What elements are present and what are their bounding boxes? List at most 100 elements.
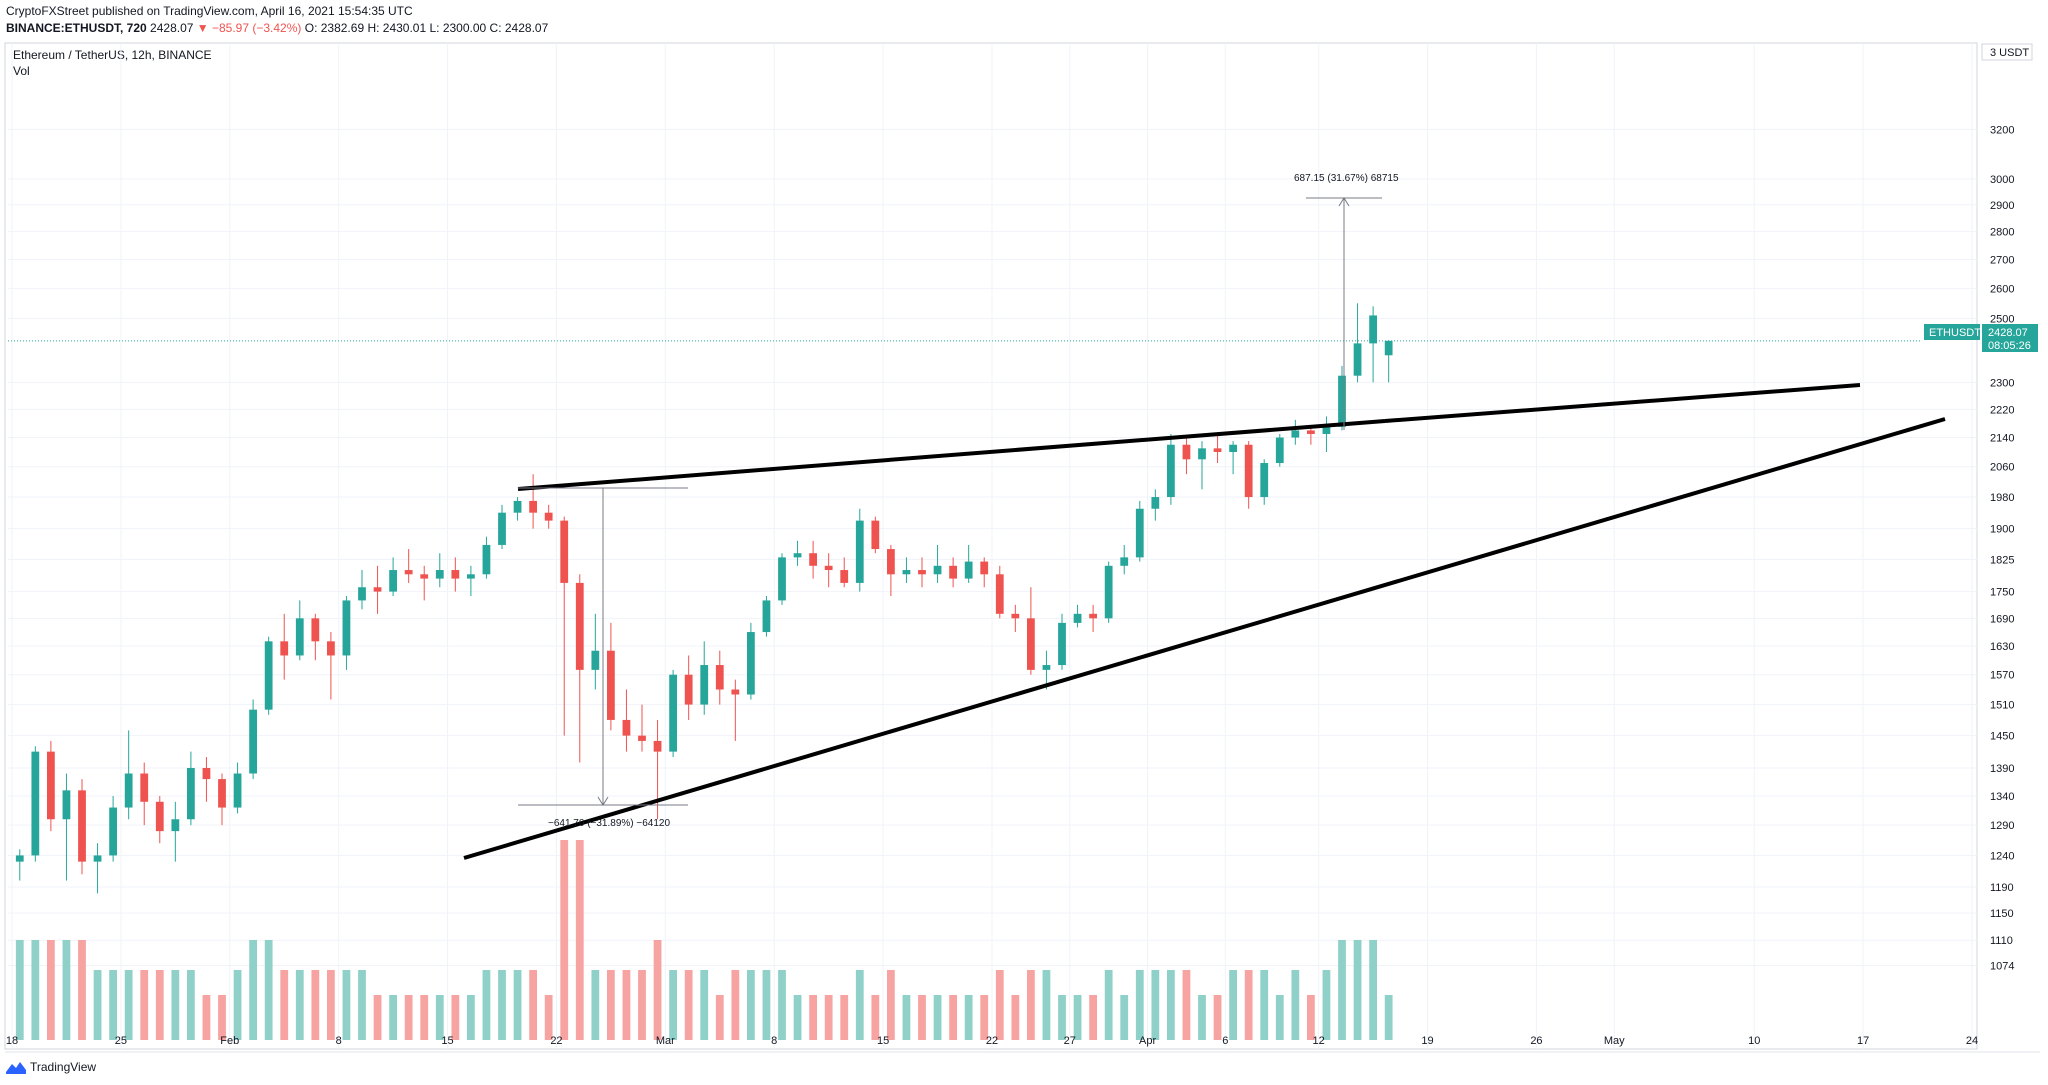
candle-body: [109, 807, 117, 856]
candle-body: [607, 650, 615, 720]
volume-bar: [560, 840, 569, 1040]
price-tick-label: 1074: [1990, 960, 2014, 972]
time-tick-label: Mar: [656, 1035, 675, 1047]
time-tick-label: Apr: [1139, 1035, 1156, 1047]
rise-arrow-head: [1338, 197, 1350, 207]
candle-body: [1058, 622, 1066, 666]
ohlc-label: O: 2382.69 H: 2430.01 L: 2300.00 C: 2428…: [304, 21, 549, 35]
candle-body: [809, 553, 817, 566]
candle-body: [15, 855, 24, 862]
volume-bar: [155, 970, 164, 1040]
volume-bar: [544, 995, 553, 1040]
volume-bar: [202, 995, 211, 1040]
volume-bar: [358, 970, 366, 1040]
volume-bar: [47, 940, 55, 1040]
grid: [8, 43, 1977, 1049]
candle-body: [342, 600, 351, 656]
price-tick-label: 2060: [1990, 462, 2014, 474]
candle-body: [140, 773, 149, 802]
time-tick-label: 17: [1857, 1035, 1869, 1047]
candle-body: [482, 544, 491, 575]
volume-bar: [1058, 995, 1066, 1040]
volume-bar: [653, 940, 662, 1040]
candle-body: [1120, 557, 1129, 566]
volume-bar: [669, 970, 677, 1040]
price-tick-label: 3000: [1990, 174, 2014, 186]
candle-body: [233, 773, 242, 808]
price-tick-label: 2800: [1990, 227, 2014, 239]
upper-trendline: [517, 419, 1386, 491]
candle-body: [1353, 343, 1362, 376]
candle-body: [1089, 613, 1097, 619]
last-price-badge: [1982, 324, 2038, 352]
candle-body: [980, 561, 989, 575]
price-tick-label: 1510: [1990, 700, 2014, 712]
chart-title-block: Ethereum / TetherUS, 12h, BINANCE Vol: [13, 48, 212, 79]
volume-bar: [249, 940, 257, 1040]
drop-arrow-head: [597, 796, 609, 806]
volume-bar: [762, 970, 771, 1040]
candle-body: [995, 574, 1004, 614]
volume-bar: [171, 970, 180, 1040]
candle-body: [1167, 444, 1175, 498]
candle-body: [1135, 508, 1144, 558]
candle-body: [78, 790, 86, 862]
volume-bar: [1151, 970, 1160, 1040]
time-tick-label: 10: [1748, 1035, 1760, 1047]
candle-body: [871, 520, 880, 550]
candle-body: [31, 751, 40, 856]
candle-body: [700, 665, 709, 705]
symbol-badge-label: ETHUSDT: [1929, 327, 1981, 339]
volume-bar: [187, 970, 195, 1040]
volume-bar: [78, 940, 86, 1040]
volume-bar: [435, 995, 444, 1040]
volume-bar: [1135, 970, 1144, 1040]
volume-bar: [840, 995, 849, 1040]
volume-bar: [1384, 995, 1393, 1040]
candle-body: [498, 512, 506, 545]
time-tick-label: 27: [1064, 1035, 1076, 1047]
candle-body: [715, 665, 724, 690]
candle-body: [1244, 444, 1253, 498]
volume-bar: [1011, 995, 1020, 1040]
volume-bar: [233, 970, 242, 1040]
candle-body: [560, 520, 569, 583]
volume-bar: [327, 970, 335, 1040]
candle-body: [747, 632, 755, 695]
volume-bar: [809, 995, 817, 1040]
candle-body: [731, 689, 740, 695]
volume-bar: [638, 970, 646, 1040]
footer-brand[interactable]: TradingView: [6, 1060, 96, 1074]
candle-body: [653, 740, 662, 752]
volume-bar: [1229, 970, 1237, 1040]
volume-bar: [622, 970, 631, 1040]
last-price-label: 2428.07: [150, 21, 194, 35]
candle-body: [887, 549, 895, 575]
candle-body: [933, 565, 942, 575]
candle-body: [1213, 448, 1222, 452]
candle-body: [327, 641, 335, 656]
candle-body: [280, 641, 289, 656]
volume-bar: [1260, 970, 1269, 1040]
tradingview-logo-icon: [6, 1062, 26, 1074]
volume-bar: [949, 995, 957, 1040]
candle-body: [420, 574, 429, 579]
candle-body: [1338, 375, 1346, 427]
volume-bar: [995, 970, 1004, 1040]
price-tick-label: 1390: [1990, 763, 2014, 775]
symbol-label: BINANCE:ETHUSDT, 720: [6, 21, 147, 35]
volume-bar: [342, 970, 351, 1040]
candle-body: [591, 650, 600, 670]
candle-body: [311, 618, 320, 642]
volume-bar: [264, 940, 273, 1040]
time-tick-label: 22: [550, 1035, 562, 1047]
volume-bar: [513, 970, 522, 1040]
volume-bar: [482, 970, 491, 1040]
volume-bar: [1167, 970, 1175, 1040]
volume-bar: [1198, 995, 1206, 1040]
time-tick-label: 8: [336, 1035, 342, 1047]
price-tick-label: 1690: [1990, 613, 2014, 625]
volume-bar: [964, 995, 973, 1040]
unit-badge[interactable]: [1981, 43, 2033, 61]
